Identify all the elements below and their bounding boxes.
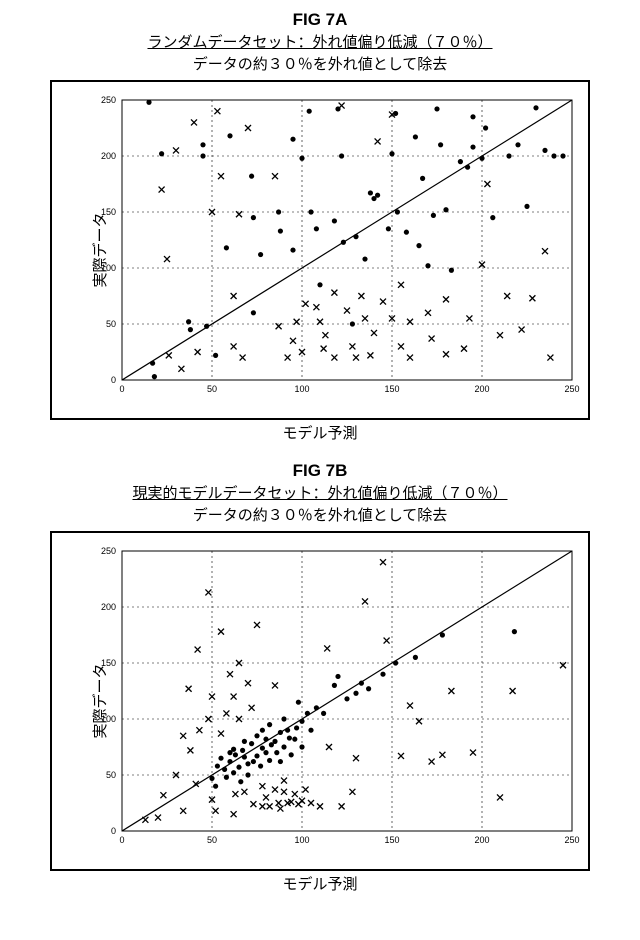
svg-text:0: 0 bbox=[119, 835, 124, 845]
figure-7b: FIG 7B 現実的モデルデータセット：外れ値偏り低減（７０％） データの約３０… bbox=[20, 461, 620, 894]
chart-frame-a: 実際データ 050100150200250050100150200250 bbox=[50, 80, 590, 420]
fig-sub-b: データの約３０％を外れ値として除去 bbox=[20, 504, 620, 525]
svg-text:100: 100 bbox=[294, 835, 309, 845]
fig-id-a: FIG 7A bbox=[20, 10, 620, 30]
svg-text:50: 50 bbox=[106, 319, 116, 329]
svg-text:100: 100 bbox=[294, 384, 309, 394]
ylabel-b: 実際データ bbox=[89, 663, 110, 738]
svg-text:250: 250 bbox=[101, 546, 116, 556]
chart-frame-b: 実際データ 050100150200250050100150200250 bbox=[50, 531, 590, 871]
svg-text:250: 250 bbox=[101, 95, 116, 105]
svg-text:150: 150 bbox=[384, 384, 399, 394]
svg-text:200: 200 bbox=[474, 835, 489, 845]
svg-text:0: 0 bbox=[111, 375, 116, 385]
xlabel-b: モデル予測 bbox=[20, 873, 620, 894]
ylabel-a: 実際データ bbox=[89, 212, 110, 287]
fig-title-a: ランダムデータセット：外れ値偏り低減（７０％） bbox=[20, 31, 620, 52]
fig-id-b: FIG 7B bbox=[20, 461, 620, 481]
svg-text:150: 150 bbox=[384, 835, 399, 845]
fig-title-b: 現実的モデルデータセット：外れ値偏り低減（７０％） bbox=[20, 482, 620, 503]
xlabel-a: モデル予測 bbox=[20, 422, 620, 443]
figure-7a: FIG 7A ランダムデータセット：外れ値偏り低減（７０％） データの約３０％を… bbox=[20, 10, 620, 443]
svg-text:50: 50 bbox=[207, 835, 217, 845]
svg-text:50: 50 bbox=[106, 770, 116, 780]
svg-text:200: 200 bbox=[101, 602, 116, 612]
svg-text:250: 250 bbox=[564, 384, 579, 394]
svg-text:50: 50 bbox=[207, 384, 217, 394]
svg-text:200: 200 bbox=[101, 151, 116, 161]
svg-text:0: 0 bbox=[111, 826, 116, 836]
svg-text:250: 250 bbox=[564, 835, 579, 845]
fig-sub-a: データの約３０％を外れ値として除去 bbox=[20, 53, 620, 74]
svg-text:0: 0 bbox=[119, 384, 124, 394]
svg-text:200: 200 bbox=[474, 384, 489, 394]
